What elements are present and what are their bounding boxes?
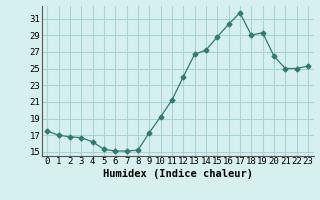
X-axis label: Humidex (Indice chaleur): Humidex (Indice chaleur) bbox=[103, 169, 252, 179]
